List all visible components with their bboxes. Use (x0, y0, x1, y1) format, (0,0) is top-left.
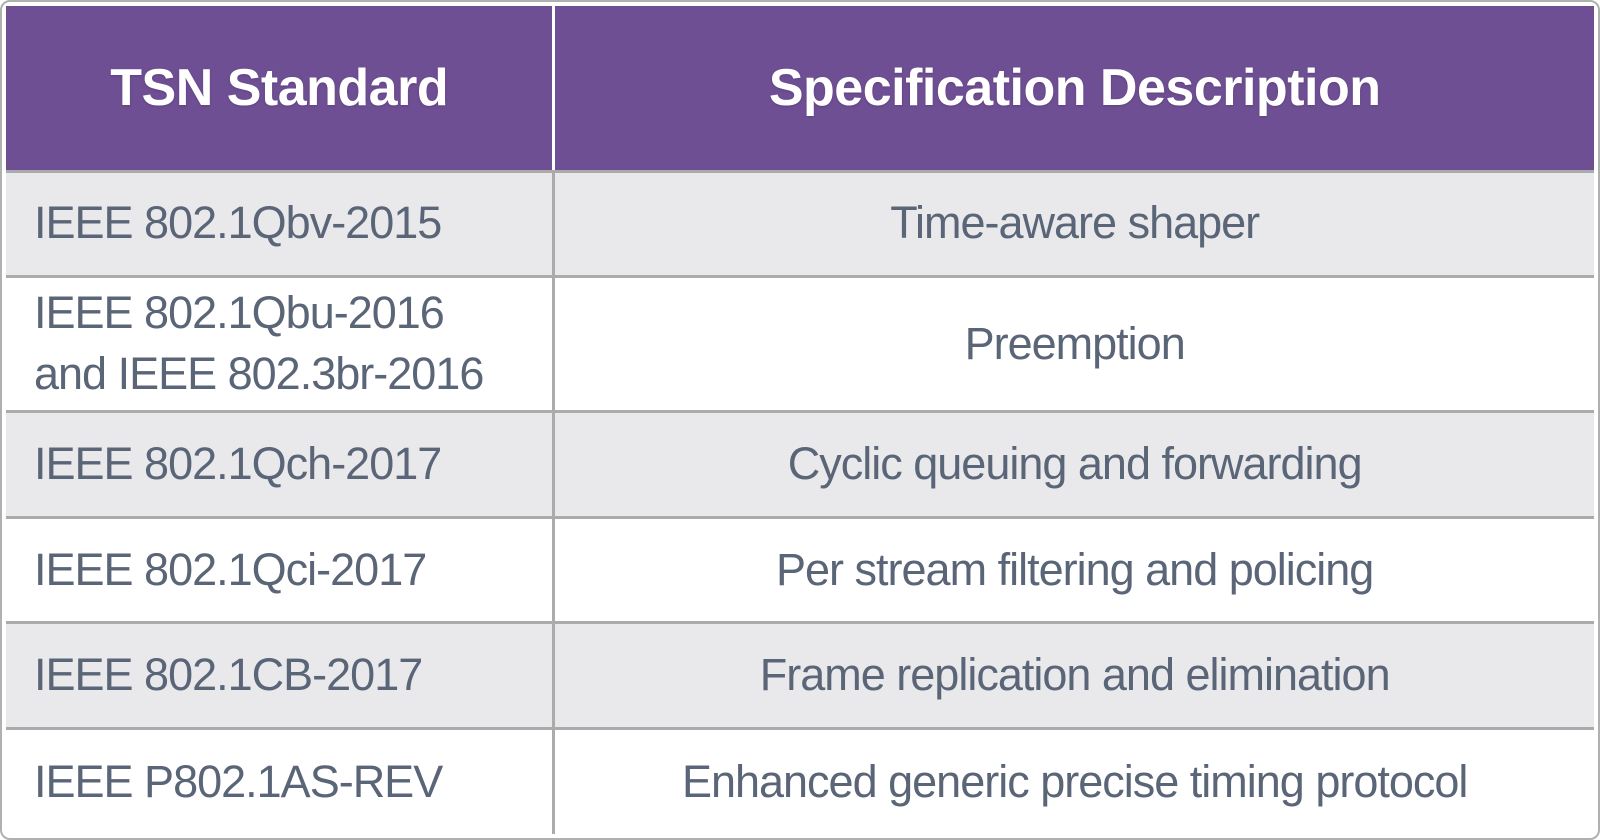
table-row: IEEE P802.1AS-REV Enhanced generic preci… (6, 728, 1594, 834)
column-header-tsn-standard: TSN Standard (6, 6, 556, 173)
standard-cell: IEEE P802.1AS-REV (6, 728, 556, 834)
column-header-specification-description: Specification Description (553, 6, 1594, 173)
description-cell: Cyclic queuing and forwarding (553, 411, 1594, 519)
table-row: IEEE 802.1Qch-2017 Cyclic queuing and fo… (6, 411, 1594, 519)
description-cell: Frame replication and elimination (553, 622, 1594, 730)
description-cell: Preemption (553, 276, 1594, 414)
standard-cell: IEEE 802.1Qch-2017 (6, 411, 556, 519)
table-row: IEEE 802.1CB-2017 Frame replication and … (6, 622, 1594, 730)
description-cell: Per stream filtering and policing (553, 517, 1594, 625)
table-row: IEEE 802.1Qci-2017 Per stream filtering … (6, 517, 1594, 625)
standard-cell: IEEE 802.1CB-2017 (6, 622, 556, 730)
tsn-standards-table: TSN Standard Specification Description I… (6, 6, 1594, 834)
standard-cell: IEEE 802.1Qbu-2016 and IEEE 802.3br-2016 (6, 276, 556, 414)
description-cell: Time-aware shaper (553, 171, 1594, 278)
standard-cell: IEEE 802.1Qbv-2015 (6, 171, 556, 278)
table-header-row: TSN Standard Specification Description (6, 6, 1594, 173)
standard-cell: IEEE 802.1Qci-2017 (6, 517, 556, 625)
table-row: IEEE 802.1Qbu-2016 and IEEE 802.3br-2016… (6, 276, 1594, 414)
table-row: IEEE 802.1Qbv-2015 Time-aware shaper (6, 171, 1594, 278)
description-cell: Enhanced generic precise timing protocol (553, 728, 1594, 834)
